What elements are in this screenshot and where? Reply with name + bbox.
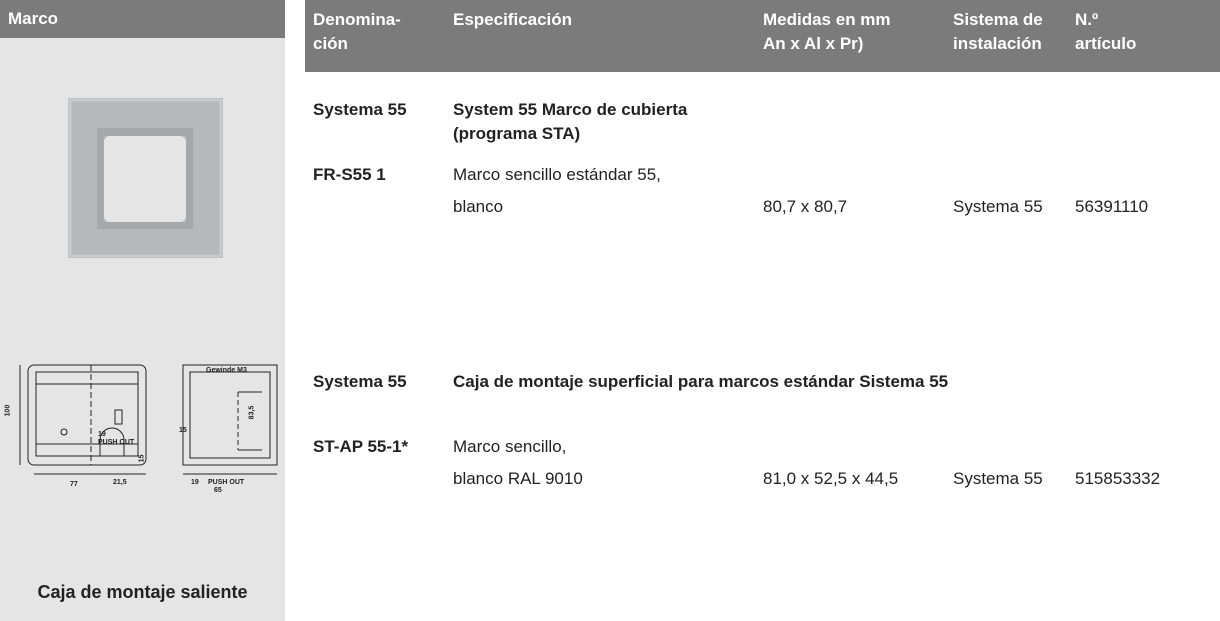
section-title: Caja de montaje superficial para marcos …: [453, 372, 949, 391]
item-spec: Marco sencillo,: [453, 437, 567, 456]
item-spec: blanco RAL 9010: [453, 469, 583, 488]
item-code: FR-S55 1: [313, 165, 386, 184]
table-header: [305, 0, 1220, 72]
sidebar-caption: Caja de montaje saliente: [37, 582, 248, 602]
column-header: Especificación: [453, 10, 573, 29]
column-header: An x Al x Pr): [763, 34, 864, 53]
drawing-label: 83,5: [248, 405, 256, 420]
section-name: Systema 55: [313, 100, 407, 119]
column-header: Medidas en mm: [763, 10, 891, 29]
column-header: artículo: [1075, 34, 1137, 53]
drawing-label: 15: [179, 427, 187, 434]
item-system: Systema 55: [953, 469, 1043, 488]
column-header: Sistema de: [953, 10, 1043, 29]
item-system: Systema 55: [953, 197, 1043, 216]
drawing-label: 19: [98, 431, 106, 438]
column-header: Denomina-: [313, 10, 401, 29]
section-name: Systema 55: [313, 372, 407, 391]
drawing-label: 21,5: [113, 479, 127, 486]
drawing-label: Gewinde M3: [206, 367, 247, 374]
drawing-label: PUSH OUT: [98, 439, 135, 446]
item-code: ST-AP 55-1*: [313, 437, 409, 456]
item-size: 81,0 x 52,5 x 44,5: [763, 469, 899, 488]
drawing-label: 65: [214, 487, 222, 494]
column-header: instalación: [953, 34, 1042, 53]
item-spec: Marco sencillo estándar 55,: [453, 165, 661, 184]
section-title: System 55 Marco de cubierta: [453, 100, 688, 119]
column-header: N.º: [1075, 10, 1099, 29]
drawing-label: 19: [191, 479, 199, 486]
drawing-label: 77: [70, 481, 78, 488]
drawing-label: 15: [138, 454, 146, 463]
drawing-label: 100: [4, 404, 12, 417]
sidebar-header: [0, 0, 285, 38]
sidebar-title: Marco: [8, 9, 59, 28]
technical-drawing: [19, 364, 278, 475]
section-title: (programa STA): [453, 124, 581, 143]
illustrations: [19, 98, 278, 475]
column-header: ción: [313, 34, 348, 53]
item-spec: blanco: [453, 197, 504, 216]
item-article: 515853332: [1075, 469, 1161, 488]
item-size: 80,7 x 80,7: [763, 197, 848, 216]
drawing-label: PUSH OUT: [208, 479, 245, 486]
item-article: 56391110: [1075, 197, 1149, 216]
